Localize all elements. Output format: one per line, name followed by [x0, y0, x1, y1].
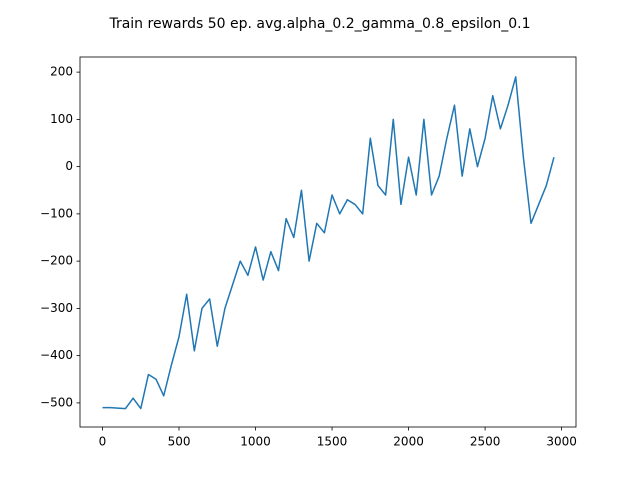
y-tick-label: 200 — [50, 65, 73, 79]
x-tick-label: 500 — [168, 435, 191, 449]
y-tick-label: −200 — [40, 254, 73, 268]
y-tick-label: −500 — [40, 395, 73, 409]
y-tick-label: −400 — [40, 348, 73, 362]
chart-title: Train rewards 50 ep. avg.alpha_0.2_gamma… — [108, 16, 530, 32]
y-tick-label: 100 — [50, 112, 73, 126]
plot-frame — [79, 56, 577, 428]
x-tick-label: 2500 — [470, 435, 501, 449]
x-tick-label: 1500 — [317, 435, 348, 449]
y-tick-label: −100 — [40, 206, 73, 220]
y-tick-label: −300 — [40, 301, 73, 315]
x-tick-label: 3000 — [546, 435, 577, 449]
x-tick-label: 2000 — [393, 435, 424, 449]
x-tick-label: 1000 — [240, 435, 271, 449]
data-line — [102, 76, 555, 410]
x-tick-label: 0 — [99, 435, 107, 449]
y-tick-label: 0 — [65, 159, 73, 173]
